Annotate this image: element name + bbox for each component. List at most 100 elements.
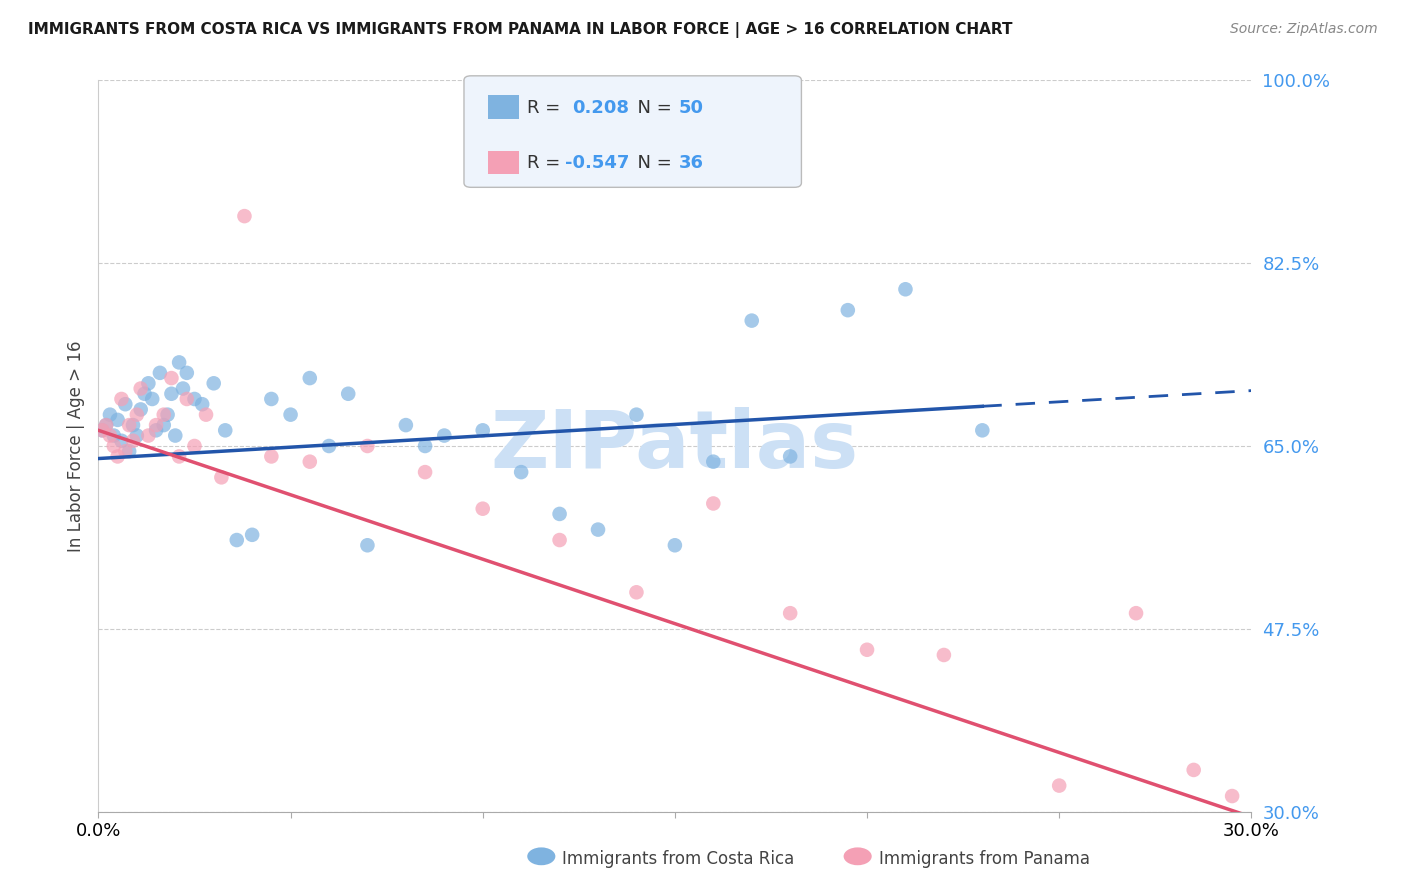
Point	[110, 392, 132, 406]
Point	[471, 423, 494, 437]
Point	[337, 386, 360, 401]
Point	[972, 423, 994, 437]
Point	[149, 366, 172, 380]
Point	[1125, 606, 1147, 620]
Point	[138, 428, 160, 442]
Point	[91, 423, 114, 437]
Point	[626, 408, 648, 422]
Point	[129, 382, 152, 396]
Point	[894, 282, 917, 296]
Point	[172, 382, 194, 396]
Text: Source: ZipAtlas.com: Source: ZipAtlas.com	[1230, 22, 1378, 37]
Point	[176, 392, 198, 406]
Point	[195, 408, 218, 422]
Text: R =: R =	[527, 99, 572, 117]
Text: ZIPatlas: ZIPatlas	[491, 407, 859, 485]
Text: R =: R =	[527, 154, 567, 172]
Point	[433, 428, 456, 442]
Point	[225, 533, 247, 547]
Point	[395, 418, 418, 433]
Point	[103, 439, 125, 453]
Point	[856, 642, 879, 657]
Point	[122, 434, 145, 448]
Point	[110, 434, 132, 448]
Point	[98, 408, 121, 422]
Point	[240, 528, 263, 542]
Point	[94, 418, 117, 433]
Point	[152, 408, 174, 422]
Point	[298, 455, 321, 469]
Point	[125, 408, 148, 422]
Point	[471, 501, 494, 516]
Point	[167, 355, 190, 369]
Point	[138, 376, 160, 391]
Point	[1047, 779, 1070, 793]
Point	[413, 439, 436, 453]
Text: 0.208: 0.208	[572, 99, 630, 117]
Point	[141, 392, 163, 406]
Point	[779, 450, 801, 464]
Y-axis label: In Labor Force | Age > 16: In Labor Force | Age > 16	[66, 340, 84, 552]
Point	[548, 533, 571, 547]
Point	[145, 423, 167, 437]
Text: Immigrants from Panama: Immigrants from Panama	[879, 850, 1090, 868]
Point	[118, 418, 141, 433]
Point	[156, 408, 179, 422]
Point	[160, 386, 183, 401]
Text: IMMIGRANTS FROM COSTA RICA VS IMMIGRANTS FROM PANAMA IN LABOR FORCE | AGE > 16 C: IMMIGRANTS FROM COSTA RICA VS IMMIGRANTS…	[28, 22, 1012, 38]
Text: 50: 50	[679, 99, 704, 117]
Text: N =: N =	[626, 99, 678, 117]
Point	[1220, 789, 1243, 803]
Point	[413, 465, 436, 479]
Point	[298, 371, 321, 385]
Point	[94, 418, 117, 433]
Point	[103, 428, 125, 442]
Text: Immigrants from Costa Rica: Immigrants from Costa Rica	[562, 850, 794, 868]
Point	[664, 538, 686, 552]
Point	[626, 585, 648, 599]
Point	[91, 423, 114, 437]
Point	[548, 507, 571, 521]
Point	[586, 523, 609, 537]
Point	[125, 428, 148, 442]
Point	[145, 418, 167, 433]
Point	[107, 450, 129, 464]
Point	[1182, 763, 1205, 777]
Point	[165, 428, 187, 442]
Point	[176, 366, 198, 380]
Point	[107, 413, 129, 427]
Text: -0.547: -0.547	[565, 154, 630, 172]
Point	[98, 428, 121, 442]
Point	[260, 392, 283, 406]
Point	[167, 450, 190, 464]
Point	[779, 606, 801, 620]
Point	[932, 648, 955, 662]
Point	[318, 439, 340, 453]
Text: 36: 36	[679, 154, 704, 172]
Point	[741, 313, 763, 327]
Point	[356, 439, 378, 453]
Point	[702, 455, 724, 469]
Point	[202, 376, 225, 391]
Point	[183, 392, 205, 406]
Point	[233, 209, 256, 223]
Point	[134, 386, 156, 401]
Point	[183, 439, 205, 453]
Point	[702, 496, 724, 510]
Point	[191, 397, 214, 411]
Point	[356, 538, 378, 552]
Point	[122, 418, 145, 433]
Point	[160, 371, 183, 385]
Point	[280, 408, 302, 422]
Point	[837, 303, 859, 318]
Point	[152, 418, 174, 433]
Point	[510, 465, 533, 479]
Point	[114, 397, 136, 411]
Text: N =: N =	[626, 154, 678, 172]
Point	[260, 450, 283, 464]
Point	[214, 423, 236, 437]
Point	[118, 444, 141, 458]
Point	[114, 444, 136, 458]
Point	[209, 470, 232, 484]
Point	[129, 402, 152, 417]
